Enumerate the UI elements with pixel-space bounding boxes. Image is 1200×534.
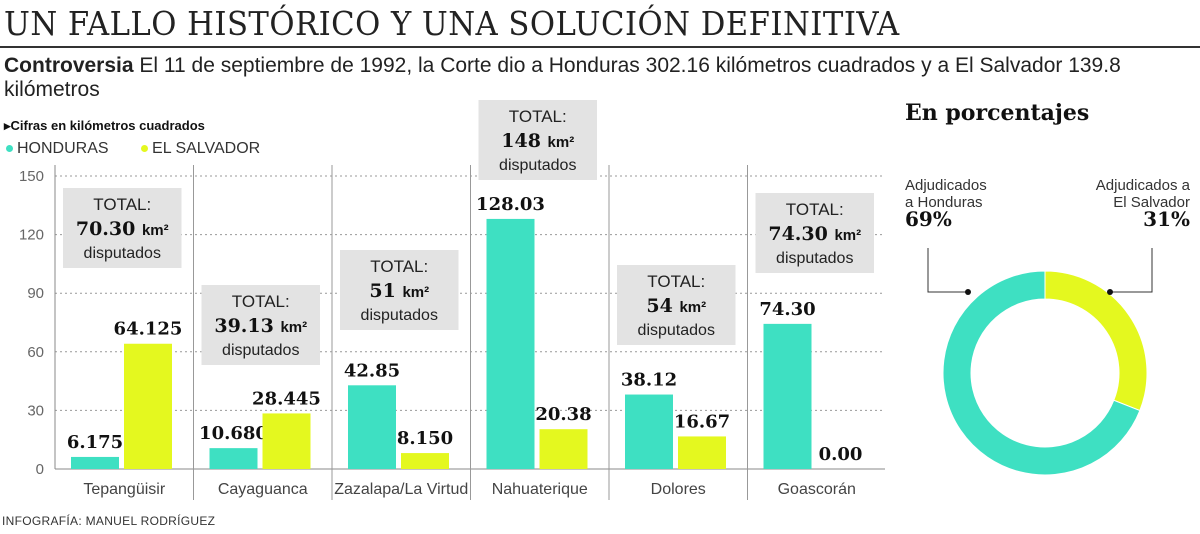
total-box [478,100,597,180]
pie-title: En porcentajes [905,100,1090,126]
bar-el-salvador [124,343,172,469]
leader-dot [965,289,971,295]
total-value: 148 km² [501,130,574,152]
category-label: Goascorán [778,481,856,498]
bar-honduras [625,394,673,469]
bar-honduras [71,456,119,469]
y-tick-label: 0 [36,461,44,478]
total-value: 39.13 km² [214,315,307,337]
total-box [201,285,320,365]
total-label: TOTAL: [370,257,428,276]
y-tick-label: 150 [19,168,44,185]
pie-label-honduras: Adjudicados a Honduras 69% [905,177,987,231]
data-label: 42.85 [344,360,400,381]
units-note: ▸Cifras en kilómetros cuadrados [4,118,205,133]
legend: HONDURAS EL SALVADOR [6,140,260,158]
y-tick-label: 30 [27,402,44,419]
total-label: TOTAL: [786,200,844,219]
y-tick-label: 120 [19,227,44,244]
bar-el-salvador [678,436,726,469]
legend-label: EL SALVADOR [152,140,261,157]
data-label: 10.680 [199,423,268,444]
bar-honduras [209,448,258,469]
bar-honduras [486,218,535,469]
category-label: Nahuaterique [492,481,588,498]
lead-text: Controversia El 11 de septiembre de 1992… [4,54,1194,102]
leader-line [1110,248,1153,293]
total-caption: disputados [638,322,715,339]
total-box [340,250,459,330]
category-label: Tepangüisir [83,481,166,498]
total-caption: disputados [84,245,161,262]
bar-honduras [763,323,812,469]
pct-value: 31% [1143,207,1190,231]
data-label: 16.67 [674,411,730,432]
total-label: TOTAL: [93,195,151,214]
data-label: 6.175 [67,432,123,453]
title-divider [0,46,1200,48]
leader-line [927,248,968,293]
legend-item-honduras: HONDURAS [6,140,109,157]
bar-el-salvador [539,429,588,469]
data-label: 74.30 [759,299,815,320]
total-caption: disputados [499,157,576,174]
data-label: 128.03 [476,194,545,215]
y-tick-label: 90 [27,285,44,302]
category-label: Dolores [651,481,706,498]
y-tick-label: 60 [27,344,44,361]
total-box [755,193,874,273]
data-label: 38.12 [621,370,677,391]
pct-value: 69% [905,207,952,231]
total-label: TOTAL: [232,292,290,311]
data-label: 20.38 [535,404,591,425]
units-note-text: Cifras en kilómetros cuadrados [10,118,205,133]
data-label: 64.125 [114,319,183,340]
total-value: 74.30 km² [768,223,861,245]
legend-swatch [6,145,13,153]
total-box [617,265,736,345]
donut-slice-honduras [942,270,1141,476]
total-box [63,188,182,268]
category-label: Zazalapa/La Virtud [334,481,468,498]
total-label: TOTAL: [509,107,567,126]
total-value: 51 km² [369,280,429,302]
data-label: 28.445 [252,388,321,409]
total-caption: disputados [222,342,299,359]
legend-swatch [141,145,149,153]
pie-label-el-salvador: Adjudicados a El Salvador 31% [1095,177,1190,231]
total-value: 70.30 km² [76,218,169,240]
label-line: Adjudicados a [1095,177,1190,194]
label-line: Adjudicados [905,177,987,194]
category-label: Cayaguanca [218,481,308,498]
total-value: 54 km² [646,295,706,317]
leader-dot [1107,289,1113,295]
legend-label: HONDURAS [17,140,109,157]
total-caption: disputados [361,307,438,324]
total-caption: disputados [776,250,853,267]
data-label: 0.00 [819,444,863,465]
total-label: TOTAL: [647,272,705,291]
label-line: El Salvador [1113,194,1190,211]
page-title: UN FALLO HISTÓRICO Y UNA SOLUCIÓN DEFINI… [4,4,900,43]
legend-item-el-salvador: EL SALVADOR [141,140,260,157]
credit: INFOGRAFÍA: MANUEL RODRÍGUEZ [2,514,216,528]
lead-body: El 11 de septiembre de 1992, la Corte di… [4,54,1121,101]
data-label: 8.150 [397,428,453,449]
label-line: a Honduras [905,194,983,211]
lead-label: Controversia [4,54,134,77]
bar-el-salvador [401,453,449,469]
bar-honduras [348,385,396,469]
bar-el-salvador [262,413,311,469]
